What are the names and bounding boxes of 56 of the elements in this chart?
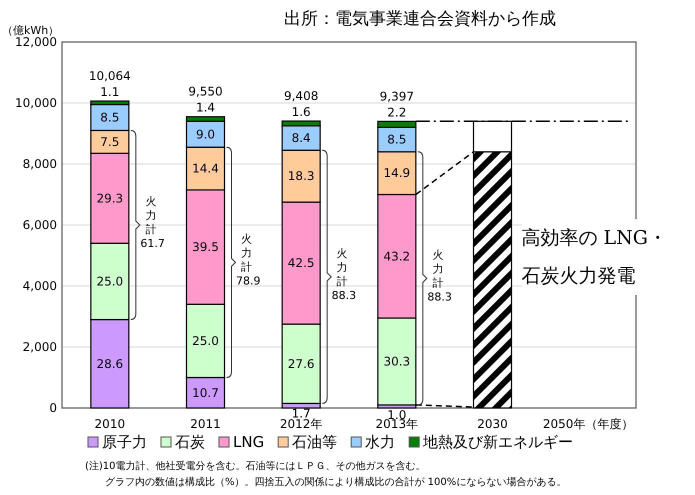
x-tick-label: 2011 (190, 417, 221, 431)
annotation: 30.3 (383, 354, 410, 368)
legend-label: 水力 (365, 433, 396, 451)
legend-label: 原子力 (102, 433, 147, 451)
annotation: 8.4 (292, 131, 311, 146)
total-label: 9,550 (188, 84, 223, 99)
annotation: 25.0 (96, 274, 124, 288)
text: 出所：電気事業連合会資料から作成 (284, 9, 556, 29)
total-label: 10,064 (88, 69, 131, 84)
y-tick-label: 4,000 (22, 279, 57, 293)
total-label: 9,397 (380, 89, 414, 104)
legend-label: 地熱及び新エネルギー (422, 433, 574, 451)
annotation: 1.4 (196, 100, 216, 115)
legend-label: 石炭 (175, 433, 205, 451)
annotation: 火力計 61.7 (136, 195, 165, 250)
y-axis-title: （億kWh） (2, 24, 60, 37)
total-label: 9,408 (284, 89, 318, 104)
brace: 火力計 78.9 (226, 146, 260, 378)
text: (注)10電力計、他社受電分を含む。石油等にはＬＰＧ、その他ガスを含む。 (85, 460, 426, 472)
x-tick-label: 2050年（年度） (542, 417, 634, 431)
annotation: 43.2 (383, 249, 410, 264)
brace: 火力計 88.3 (417, 151, 452, 406)
annotation: 14.9 (383, 166, 410, 180)
y-tick-label: 2,000 (22, 340, 57, 354)
annotation: 42.5 (288, 256, 315, 270)
annotation: 28.6 (96, 356, 124, 371)
annotation: 8.5 (100, 110, 120, 124)
annotation: 8.5 (387, 132, 406, 147)
text: グラフ内の数値は構成比（%）。四捨五入の関係により構成比の合計が 100%にならない場合がある。 (105, 476, 566, 488)
brace: 火力計 61.7 (130, 130, 165, 320)
annotation: 2.2 (387, 105, 406, 120)
y-tick-label: 8,000 (22, 157, 57, 171)
legend-label: LNG (233, 433, 264, 451)
annotation: 9.0 (196, 127, 216, 142)
annotation: 27.6 (288, 356, 315, 371)
annotation: 25.0 (192, 334, 219, 348)
legend-label: 石油等 (292, 433, 338, 451)
annotation: 10.7 (192, 386, 219, 400)
x-tick-label: 2010 (94, 417, 126, 431)
annotation: 火力計 88.3 (328, 246, 356, 302)
annotation: 18.3 (288, 169, 315, 184)
brace: 火力計 88.3 (322, 150, 356, 404)
annotation: 39.5 (192, 240, 219, 254)
annotation: 高効率の LNG・石炭火力発電 (522, 218, 682, 295)
annotation: 火力計 88.3 (424, 248, 452, 304)
annotation: 14.4 (192, 162, 219, 176)
annotation: 火力計 78.9 (232, 232, 260, 288)
annotation: 1.1 (100, 85, 120, 100)
annotation: 7.5 (100, 134, 120, 149)
x-tick-label: 2030 (477, 417, 508, 431)
y-tick-label: 0 (49, 401, 57, 415)
y-tick-label: 12,000 (15, 35, 57, 49)
annotation: 1.6 (292, 105, 311, 120)
annotation: 29.3 (96, 191, 124, 206)
y-tick-label: 6,000 (22, 218, 57, 232)
y-tick-label: 10,000 (15, 96, 57, 110)
